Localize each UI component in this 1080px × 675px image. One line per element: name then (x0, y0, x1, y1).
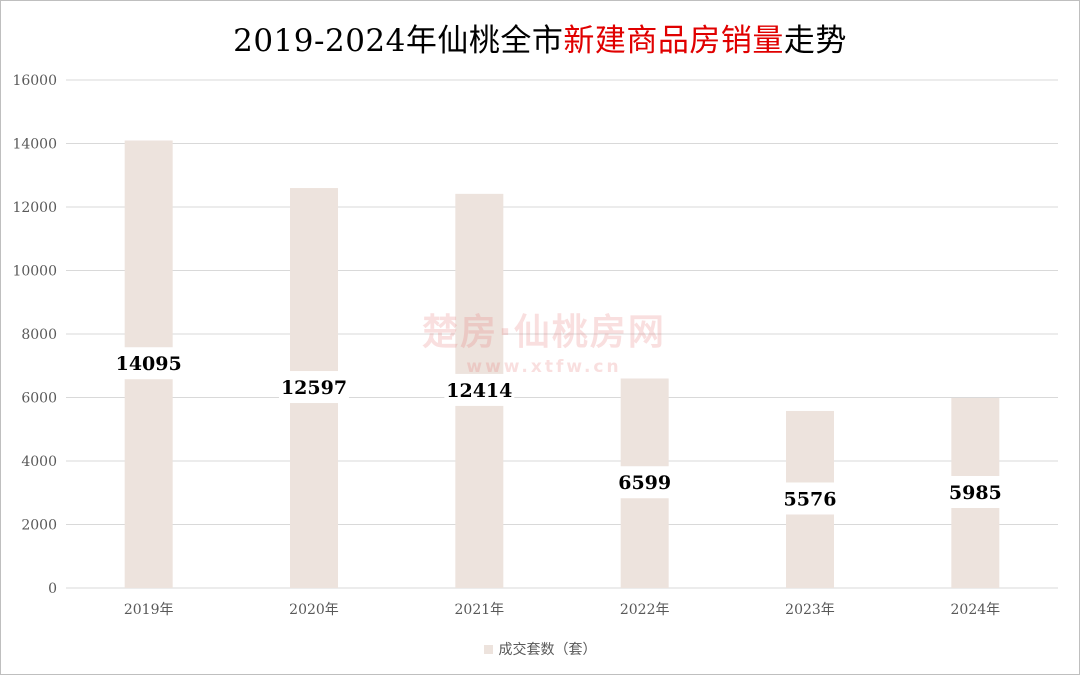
y-tick-label: 14000 (12, 137, 57, 153)
data-label-box (946, 475, 1005, 508)
legend-swatch (483, 644, 493, 654)
y-tick-label: 12000 (12, 200, 57, 216)
y-tick-label: 16000 (12, 73, 57, 89)
data-label: 12414 (446, 380, 512, 402)
title-part: 走势 (783, 23, 847, 59)
x-tick-label: 2022年 (620, 602, 670, 618)
y-tick-label: 2000 (21, 518, 57, 534)
title-part: 2019-2024年仙桃全市 (233, 23, 564, 59)
data-label-box (444, 373, 515, 406)
y-tick-label: 4000 (21, 454, 57, 470)
x-tick-label: 2020年 (289, 602, 339, 618)
y-tick-label: 6000 (21, 391, 57, 407)
data-label-box (781, 482, 839, 515)
data-label-box (113, 347, 184, 380)
y-tick-label: 10000 (12, 264, 57, 280)
y-tick-label: 8000 (21, 327, 57, 343)
data-label-box (279, 371, 349, 404)
y-tick-label: 0 (48, 581, 57, 597)
chart-title: 2019-2024年仙桃全市新建商品房销量走势 (1, 15, 1079, 60)
data-label: 12597 (281, 377, 347, 399)
x-tick-label: 2024年 (951, 602, 1001, 618)
title-highlight: 新建商品房销量 (563, 23, 784, 59)
data-label: 5576 (784, 488, 837, 510)
legend: 成交套数（套） (1, 639, 1079, 659)
data-label: 14095 (116, 353, 182, 375)
data-label: 6599 (618, 472, 671, 494)
legend-label: 成交套数（套） (498, 642, 597, 658)
x-tick-label: 2023年 (785, 602, 835, 618)
x-tick-label: 2019年 (124, 602, 174, 618)
data-label-box (615, 466, 674, 499)
x-tick-label: 2021年 (455, 602, 505, 618)
data-label: 5985 (949, 482, 1002, 504)
